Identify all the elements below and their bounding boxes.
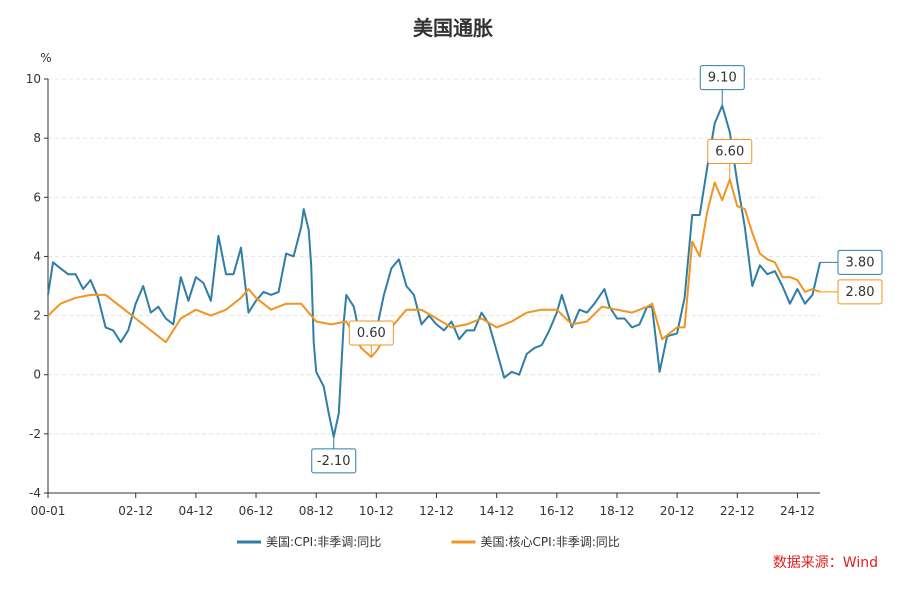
y-tick-label: 4: [33, 249, 41, 263]
x-tick-label: 08-12: [299, 504, 334, 518]
y-tick-label: 6: [33, 190, 41, 204]
annotation-layer: -2.10 9.10 3.80 0.60 6.60 2.80: [311, 65, 883, 474]
x-tick-label: 00-01: [31, 504, 66, 518]
data-label: 2.80: [820, 279, 883, 305]
svg-text:2.80: 2.80: [846, 285, 875, 300]
svg-text:3.80: 3.80: [846, 255, 875, 270]
grid-layer: [48, 78, 820, 435]
source-note: 数据来源：Wind: [773, 555, 878, 571]
series-line-0: [47, 104, 821, 438]
y-tick-label: 2: [33, 309, 41, 323]
y-tick-label: 10: [26, 72, 41, 86]
data-label: 0.60: [348, 320, 394, 357]
y-tick-label: 8: [33, 131, 41, 145]
x-tick-label: 24-12: [780, 504, 815, 518]
y-tick-label: -4: [29, 486, 41, 500]
svg-text:9.10: 9.10: [708, 71, 737, 86]
y-tick-label: 0: [33, 368, 41, 382]
legend-label: 美国:核心CPI:非季调:同比: [481, 535, 620, 549]
y-tick-label: -2: [29, 427, 41, 441]
data-label: 3.80: [820, 249, 883, 275]
legend-item-0[interactable]: 美国:CPI:非季调:同比: [237, 535, 381, 549]
legend-item-1[interactable]: 美国:核心CPI:非季调:同比: [451, 535, 620, 549]
data-label: 6.60: [707, 139, 753, 180]
x-tick-label: 06-12: [239, 504, 274, 518]
svg-text:0.60: 0.60: [357, 326, 386, 341]
legend-label: 美国:CPI:非季调:同比: [266, 535, 381, 549]
x-tick-label: 20-12: [660, 504, 695, 518]
data-label: 9.10: [699, 65, 745, 106]
x-tick-label: 14-12: [479, 504, 514, 518]
x-tick-label: 10-12: [359, 504, 394, 518]
chart-title: 美国通胀: [413, 16, 493, 40]
x-tick-label: 04-12: [178, 504, 213, 518]
x-tick-label: 22-12: [720, 504, 755, 518]
legend: 美国:CPI:非季调:同比 美国:核心CPI:非季调:同比: [237, 535, 620, 549]
x-tick-label: 12-12: [419, 504, 454, 518]
x-tick-label: 18-12: [600, 504, 635, 518]
svg-text:6.60: 6.60: [715, 145, 744, 160]
axes-layer: -4 -2 0 2 4 6 8 10 00-01 02-12 04-12 06-12 08-12 10-1…: [26, 72, 820, 518]
x-tick-label: 02-12: [118, 504, 153, 518]
data-label: -2.10: [311, 436, 357, 474]
y-axis-unit: %: [40, 51, 51, 65]
series-line-1: [47, 178, 821, 358]
x-tick-label: 16-12: [539, 504, 574, 518]
series-layer: [47, 104, 821, 438]
svg-text:-2.10: -2.10: [317, 454, 351, 469]
